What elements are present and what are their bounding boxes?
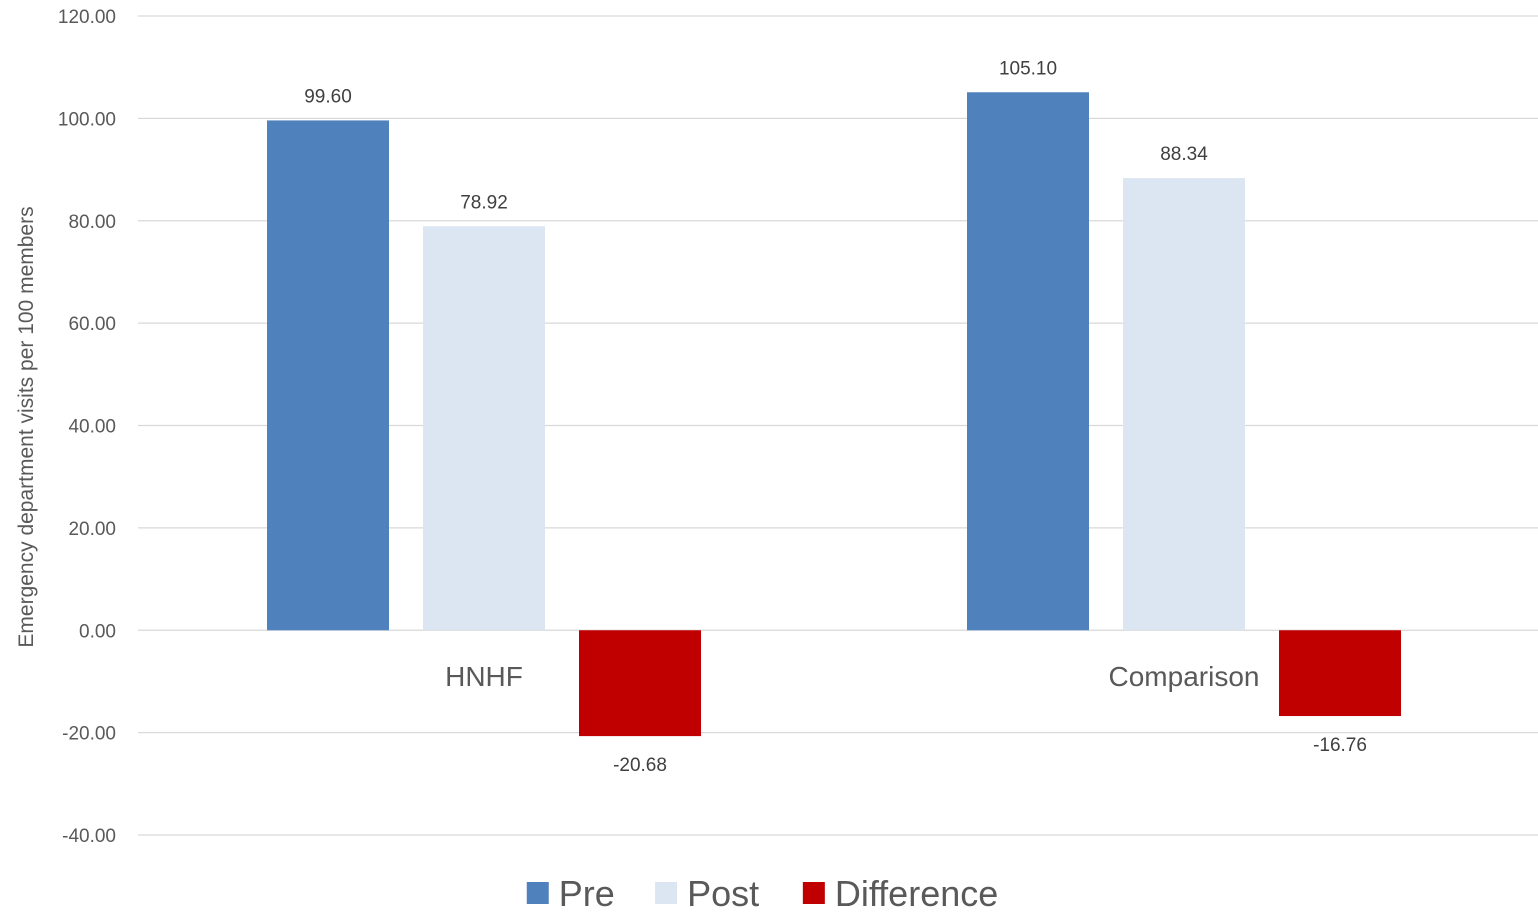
y-tick-label: 0.00 [79,621,116,642]
legend: Pre Post Difference [526,873,998,914]
bar-difference-hnhf [579,630,701,737]
y-tick-label: 40.00 [68,417,116,438]
legend-swatch-post [655,882,678,904]
legend-swatch-pre [526,882,549,904]
bar-pre-comparison [967,92,1089,631]
y-tick-label: 20.00 [68,519,116,540]
bar-post-hnhf [423,226,545,631]
legend-label-difference: Difference [835,873,998,912]
legend-swatch-difference [802,882,825,904]
legend-label-pre: Pre [559,873,615,912]
bar-pre-hnhf [267,120,389,631]
data-label: -20.68 [613,755,667,776]
y-tick-label: -40.00 [62,826,116,847]
data-label: -16.76 [1313,735,1367,756]
legend-label-post: Post [687,873,759,912]
bar-post-comparison [1123,178,1245,631]
data-label: 78.92 [460,192,508,213]
y-axis-title: Emergency department visits per 100 memb… [15,206,38,647]
category-label: HNHF [445,661,523,692]
category-label: Comparison [1109,661,1260,692]
bar-difference-comparison [1279,630,1401,717]
y-axis-tick-labels: -40.00 -20.00 0.00 20.00 40.00 60.00 80.00 100.… [58,7,116,847]
data-labels: 99.60 78.92 -20.68 105.10 88.34 -16.76 [304,58,1367,776]
y-tick-label: -20.00 [62,724,116,745]
y-tick-label: 80.00 [68,212,116,233]
data-label: 88.34 [1160,144,1208,165]
data-label: 99.60 [304,86,352,107]
category-labels: HNHF Comparison [445,661,1259,692]
y-tick-label: 100.00 [58,109,116,130]
bars [267,92,1401,737]
y-tick-label: 120.00 [58,7,116,28]
y-tick-label: 60.00 [68,314,116,335]
data-label: 105.10 [999,58,1057,79]
